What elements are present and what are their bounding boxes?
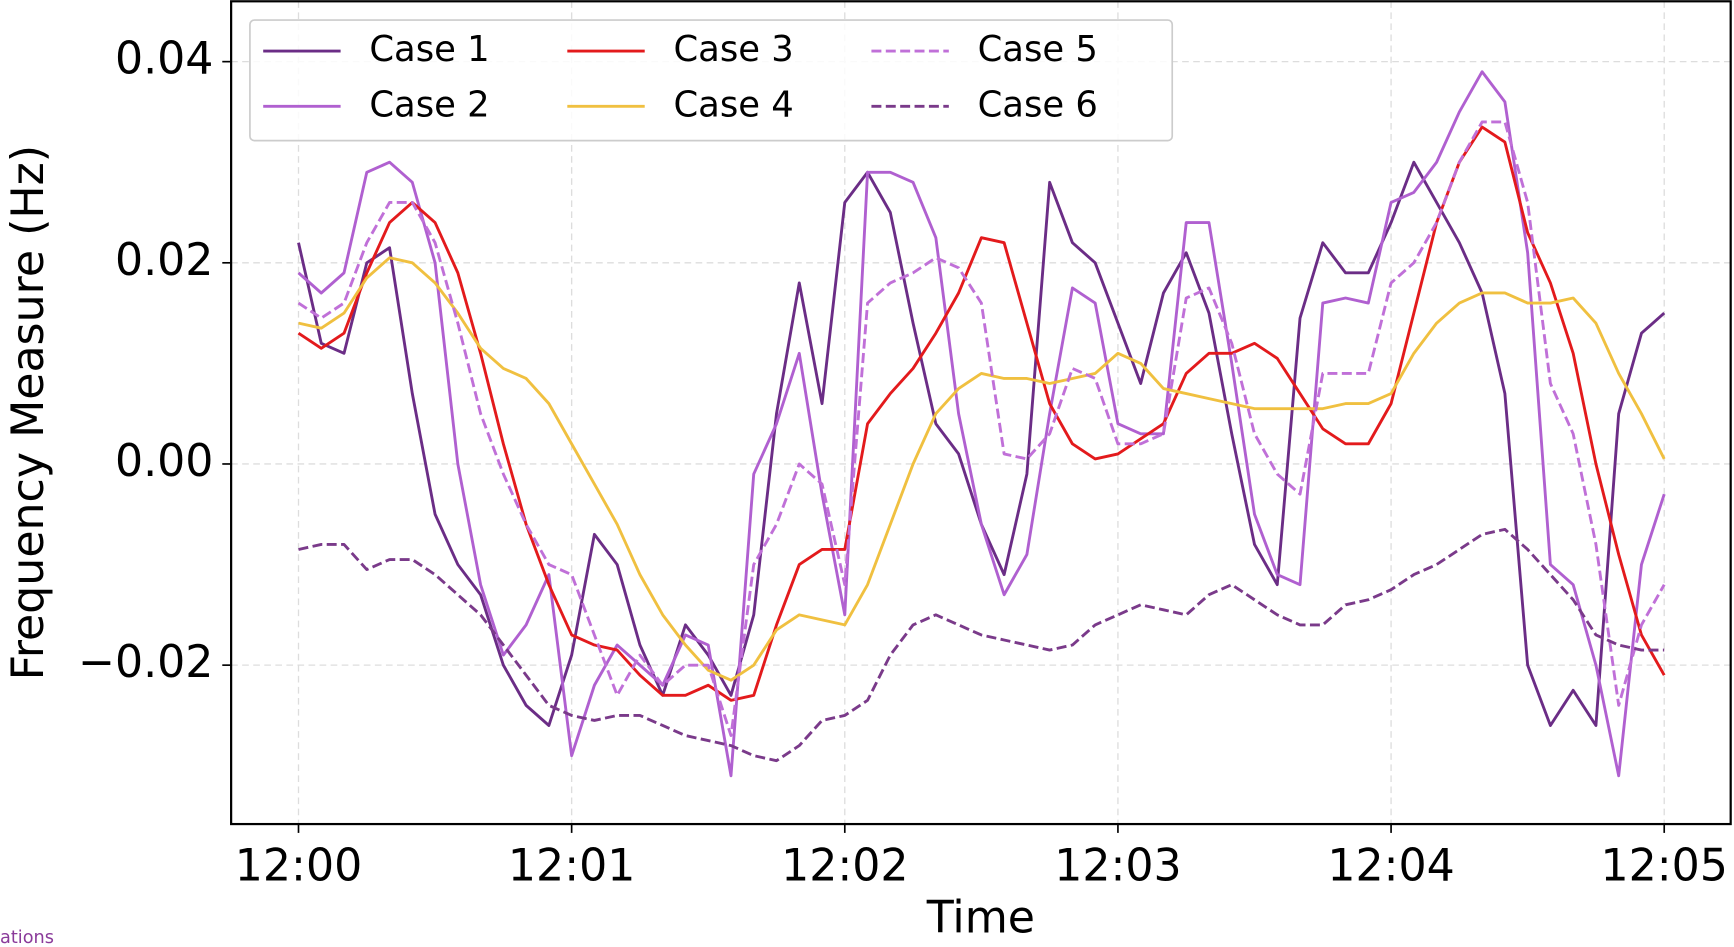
y-axis-title: Frequency Measure (Hz): [3, 145, 54, 680]
series-line: [298, 256, 1666, 682]
x-tick-label: 12:04: [1327, 840, 1454, 891]
legend-frame: [249, 19, 1174, 142]
x-tick-label: 12:05: [1600, 840, 1727, 891]
x-axis-title: Time: [926, 892, 1035, 943]
x-tick-label: 12:00: [235, 840, 362, 891]
legend-label: Case 3: [673, 29, 793, 70]
footer-text: ations: [0, 928, 54, 947]
y-tick-label: 0.02: [115, 235, 213, 286]
series-line: [298, 527, 1665, 763]
series-line: [297, 70, 1666, 778]
x-tick-label: 12:02: [781, 840, 908, 891]
legend-label: Case 1: [369, 29, 489, 70]
legend-label: Case 4: [673, 84, 793, 125]
y-tick-label: 0.00: [115, 436, 213, 487]
series-line: [297, 120, 1666, 737]
x-tick-label: 12:03: [1054, 840, 1181, 891]
y-tick-label: 0.04: [115, 34, 213, 85]
x-tick-label: 12:01: [508, 840, 635, 891]
legend: Case 1 Case 2 Case 3 Case 4 Case 5 Case 6: [249, 19, 1174, 142]
legend-label: Case 5: [978, 29, 1098, 70]
y-tick-label: −0.02: [78, 637, 214, 688]
legend-label: Case 2: [369, 84, 489, 125]
plot-frame: [230, 0, 1732, 826]
series-line: [297, 125, 1666, 702]
legend-label: Case 6: [978, 84, 1098, 125]
